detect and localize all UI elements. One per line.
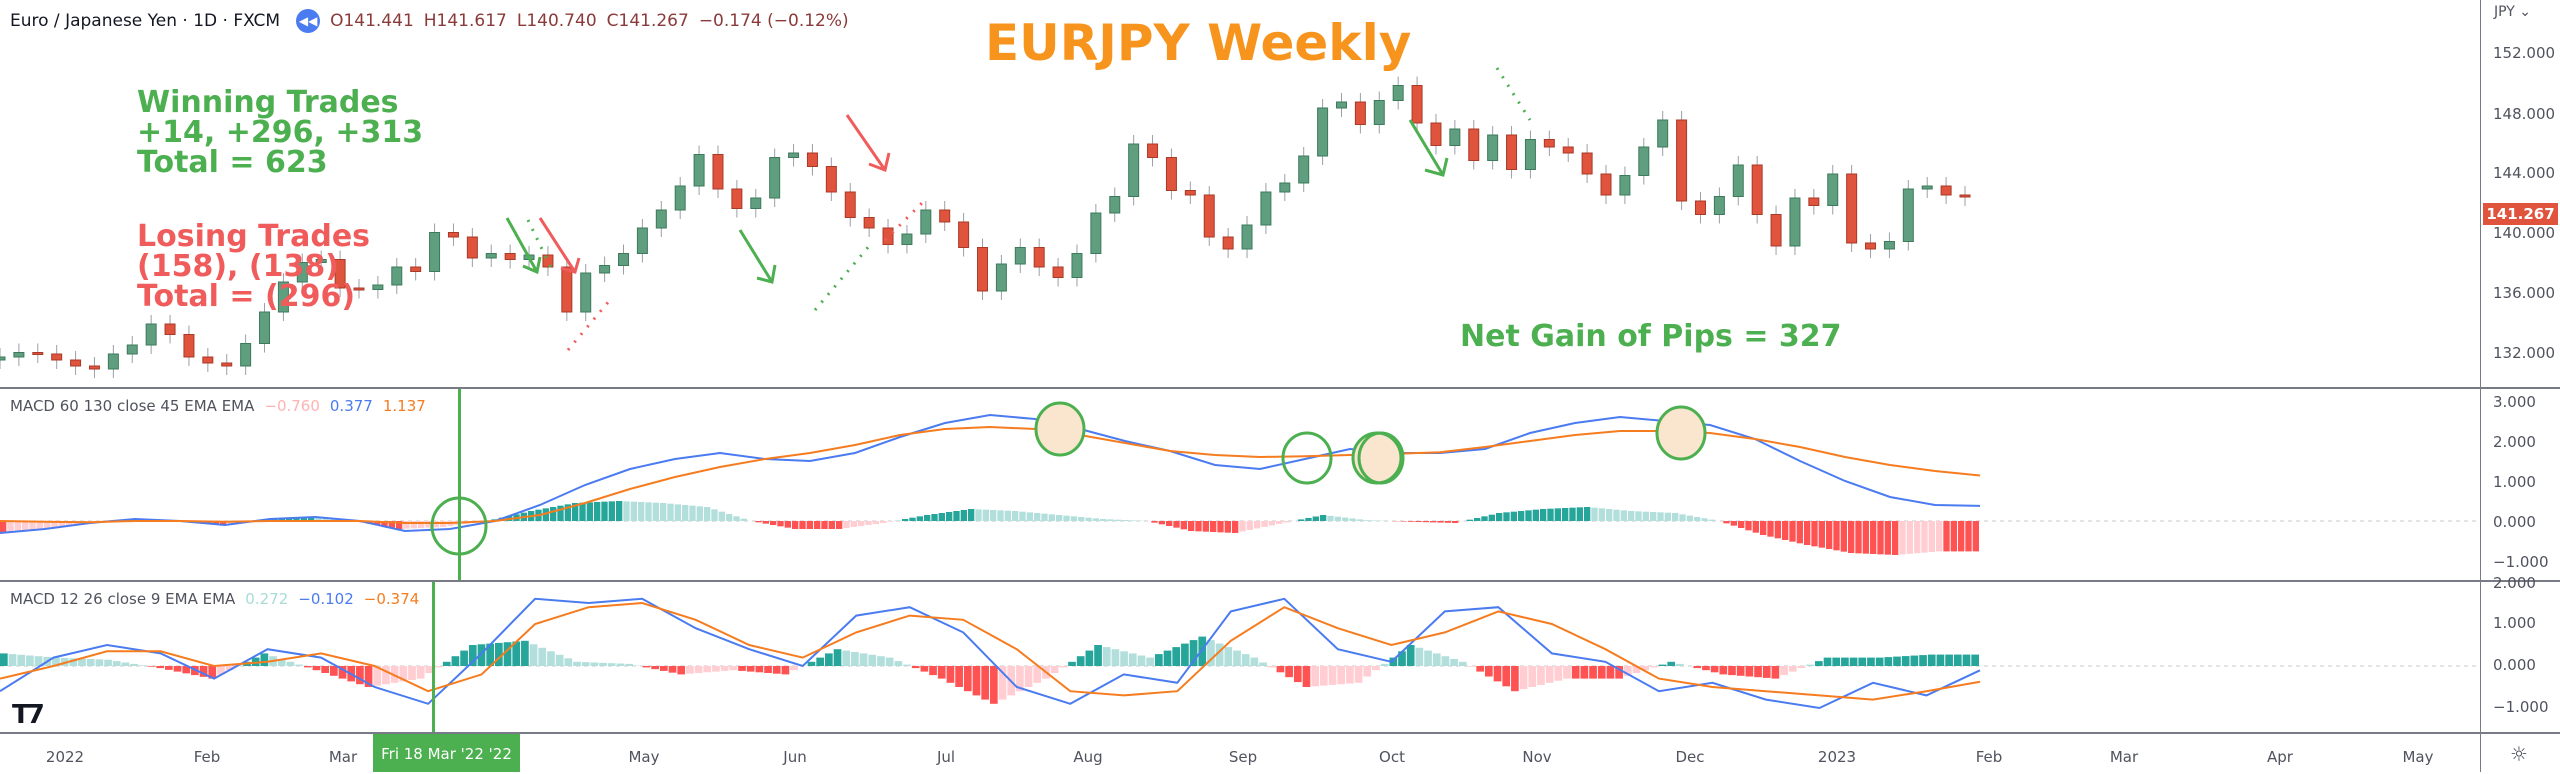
losing-total: Total = (296): [137, 282, 370, 312]
time-axis-label: Oct: [1379, 748, 1405, 766]
open-value: O141.441: [330, 11, 414, 31]
time-axis-label: 2022: [46, 748, 84, 766]
crossover-circle-icon: [1036, 403, 1084, 455]
time-axis-label: Mar: [329, 748, 357, 766]
crossover-circle-icon: [1283, 433, 1331, 483]
macd-slow-legend[interactable]: MACD 60 130 close 45 EMA EMA −0.760 0.377 1…: [10, 397, 436, 415]
time-axis-label: May: [2402, 748, 2433, 766]
time-axis-label: Feb: [194, 748, 221, 766]
time-axis-label: Jun: [783, 748, 806, 766]
price-tick: 148.000: [2493, 105, 2555, 123]
time-axis-label: Dec: [1675, 748, 1704, 766]
currency-selector[interactable]: JPY ⌄: [2494, 4, 2531, 20]
time-axis-label: Sep: [1229, 748, 1257, 766]
macd-slow-axis[interactable]: 3.000 2.000 1.000 0.000 −1.000: [2481, 389, 2560, 580]
macd-fast-signal: −0.374: [364, 590, 420, 608]
time-axis-label: Feb: [1976, 748, 2003, 766]
price-tick: 140.000: [2493, 224, 2555, 242]
macd-tick: 1.000: [2493, 473, 2536, 491]
crossover-circles-overlay: [0, 389, 2480, 580]
macd-tick: −1.000: [2493, 553, 2549, 571]
time-axis-label: Jul: [937, 748, 955, 766]
price-axis[interactable]: JPY ⌄ 152.000 148.000 144.000 140.000 13…: [2481, 0, 2560, 387]
losing-trades-note: Losing Trades (158), (138) Total = (296): [137, 222, 370, 312]
macd-fast-axis[interactable]: 2.000 1.000 0.000 −1.000: [2481, 582, 2560, 732]
winning-heading: Winning Trades: [137, 88, 423, 118]
price-chart-pane[interactable]: Euro / Japanese Yen · 1D · FXCM ◀◀ O141.44…: [0, 0, 2480, 387]
crosshair-line: [458, 389, 461, 580]
macd-slow-label: MACD 60 130 close 45 EMA EMA: [10, 397, 254, 415]
macd-tick: 3.000: [2493, 393, 2536, 411]
losing-heading: Losing Trades: [137, 222, 370, 252]
dotted-trade-paths: [528, 68, 1530, 350]
price-tick: 132.000: [2493, 344, 2555, 362]
macd-slow-macd: 0.377: [330, 397, 373, 415]
high-value: H141.617: [424, 11, 507, 31]
price-tick: 152.000: [2493, 44, 2555, 62]
price-tick: 136.000: [2493, 284, 2555, 302]
macd-tick: 2.000: [2493, 574, 2536, 592]
last-price-label: 141.267: [2483, 203, 2558, 225]
time-axis-label: Apr: [2267, 748, 2293, 766]
time-axis-label: 2023: [1818, 748, 1856, 766]
change-value: −0.174 (−0.12%): [699, 11, 849, 31]
macd-tick: 1.000: [2493, 614, 2536, 632]
winning-trades-note: Winning Trades +14, +296, +313 Total = 6…: [137, 88, 423, 178]
macd-slow-signal: 1.137: [383, 397, 426, 415]
chart-title: EURJPY Weekly: [985, 14, 1411, 72]
winning-values: +14, +296, +313: [137, 118, 423, 148]
time-axis-label: Aug: [1073, 748, 1102, 766]
crosshair-line: [432, 582, 435, 734]
tradingview-logo-icon[interactable]: T7: [12, 700, 42, 730]
macd-fast-legend[interactable]: MACD 12 26 close 9 EMA EMA 0.272 −0.102 −0.…: [10, 590, 429, 608]
settings-gear-icon[interactable]: ☼: [2510, 742, 2528, 766]
macd-fast-pane[interactable]: MACD 12 26 close 9 EMA EMA 0.272 −0.102 −0.…: [0, 582, 2480, 732]
macd-tick: 0.000: [2493, 513, 2536, 531]
crosshair-date-label: Fri 18 Mar '22 '22: [373, 734, 520, 772]
symbol-title[interactable]: Euro / Japanese Yen · 1D · FXCM: [10, 11, 280, 31]
time-axis-label: May: [628, 748, 659, 766]
time-axis-label: Mar: [2110, 748, 2138, 766]
crossover-circle-icon: [1657, 407, 1705, 459]
sell-arrow-icon: [540, 115, 889, 272]
close-value: C141.267: [607, 11, 689, 31]
double-chevron-left-icon[interactable]: ◀◀: [296, 9, 320, 33]
low-value: L140.740: [517, 11, 597, 31]
macd-fast-hist: 0.272: [245, 590, 288, 608]
buy-arrow-icon: [507, 120, 1447, 282]
macd-fast-macd: −0.102: [298, 590, 354, 608]
macd-slow-pane[interactable]: MACD 60 130 close 45 EMA EMA −0.760 0.377 1…: [0, 389, 2480, 580]
price-tick: 144.000: [2493, 164, 2555, 182]
macd-tick: 2.000: [2493, 433, 2536, 451]
symbol-legend: Euro / Japanese Yen · 1D · FXCM ◀◀ O141.44…: [10, 9, 859, 33]
macd-fast-label: MACD 12 26 close 9 EMA EMA: [10, 590, 235, 608]
time-axis[interactable]: May Apr Mar Feb 2023 Dec Nov Oct Sep Aug Jul Jun May…: [0, 734, 2480, 772]
losing-values: (158), (138): [137, 252, 370, 282]
winning-total: Total = 623: [137, 148, 423, 178]
macd-slow-hist: −0.760: [264, 397, 320, 415]
macd-tick: 0.000: [2493, 656, 2536, 674]
macd-tick: −1.000: [2493, 698, 2549, 716]
net-gain-note: Net Gain of Pips = 327: [1460, 322, 1842, 352]
time-axis-label: Nov: [1522, 748, 1551, 766]
